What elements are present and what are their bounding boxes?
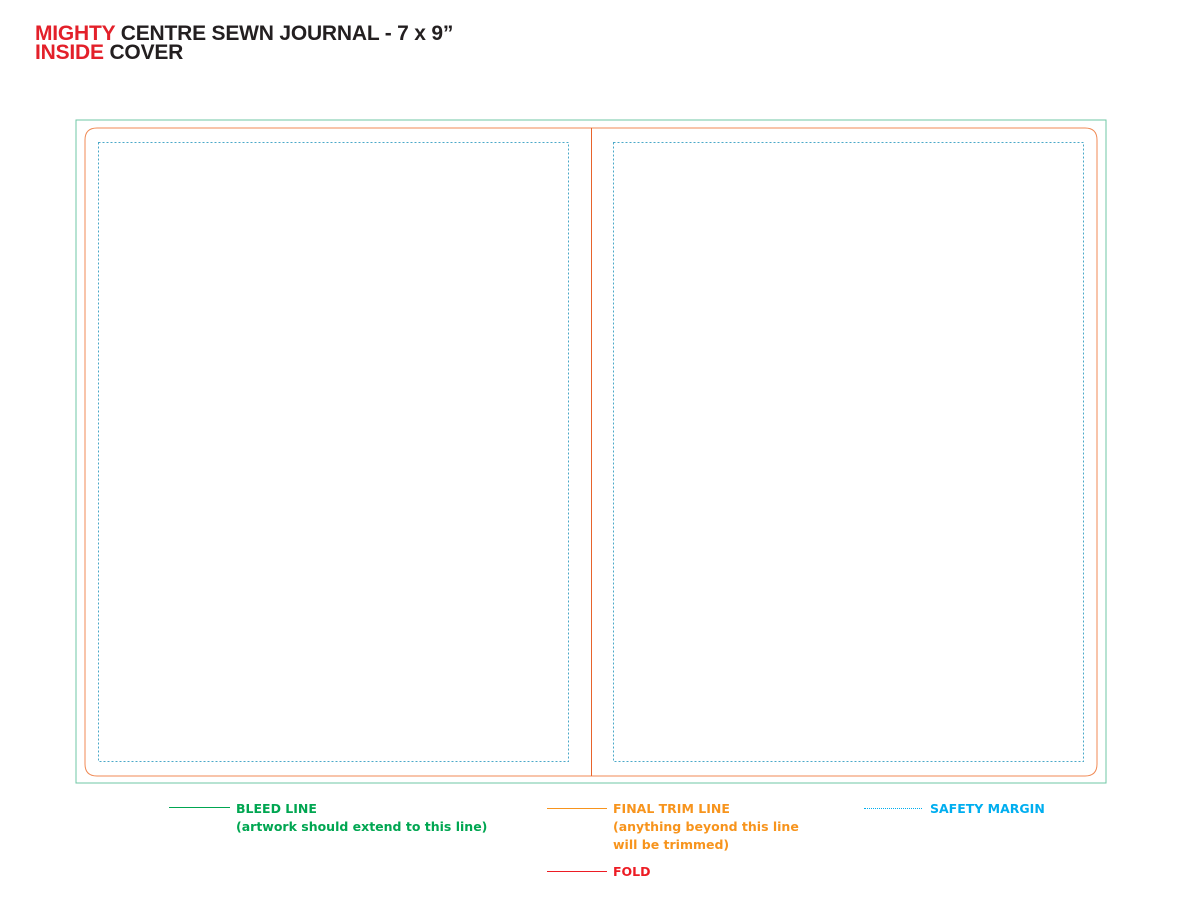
trim-line-title: FINAL TRIM LINE xyxy=(613,801,730,816)
title-line-2: INSIDE COVER xyxy=(35,41,453,64)
safety-margin-swatch xyxy=(864,808,922,809)
page-title: MIGHTY CENTRE SEWN JOURNAL - 7 x 9” INSI… xyxy=(35,22,454,64)
safety-margin-title: SAFETY MARGIN xyxy=(930,801,1045,816)
trim-box xyxy=(84,127,1098,777)
fold-swatch xyxy=(547,871,607,872)
trim-line-note-1: (anything beyond this line xyxy=(613,819,799,834)
title-line-1: MIGHTY CENTRE SEWN JOURNAL - 7 x 9” xyxy=(35,22,454,45)
safety-margin-label: SAFETY MARGIN xyxy=(930,800,1045,818)
bleed-line-swatch xyxy=(169,807,230,808)
title-brand: MIGHTY xyxy=(35,22,116,45)
safety-margin-right xyxy=(613,142,1084,762)
bleed-box xyxy=(75,119,1107,784)
trim-line-note-2: will be trimmed) xyxy=(613,837,730,852)
title-part: INSIDE xyxy=(35,41,104,64)
title-part-suffix: COVER xyxy=(109,41,184,64)
fold-title: FOLD xyxy=(613,864,651,879)
safety-margin-left xyxy=(98,142,569,762)
fold-label: FOLD xyxy=(613,863,651,881)
bleed-line-note: (artwork should extend to this line) xyxy=(236,819,488,834)
trim-line-label: FINAL TRIM LINE (anything beyond this li… xyxy=(613,800,799,854)
trim-line-swatch xyxy=(547,808,607,809)
bleed-line-label: BLEED LINE (artwork should extend to thi… xyxy=(236,800,487,836)
title-product: CENTRE SEWN JOURNAL - 7 x 9” xyxy=(120,22,454,45)
bleed-line-title: BLEED LINE xyxy=(236,801,317,816)
